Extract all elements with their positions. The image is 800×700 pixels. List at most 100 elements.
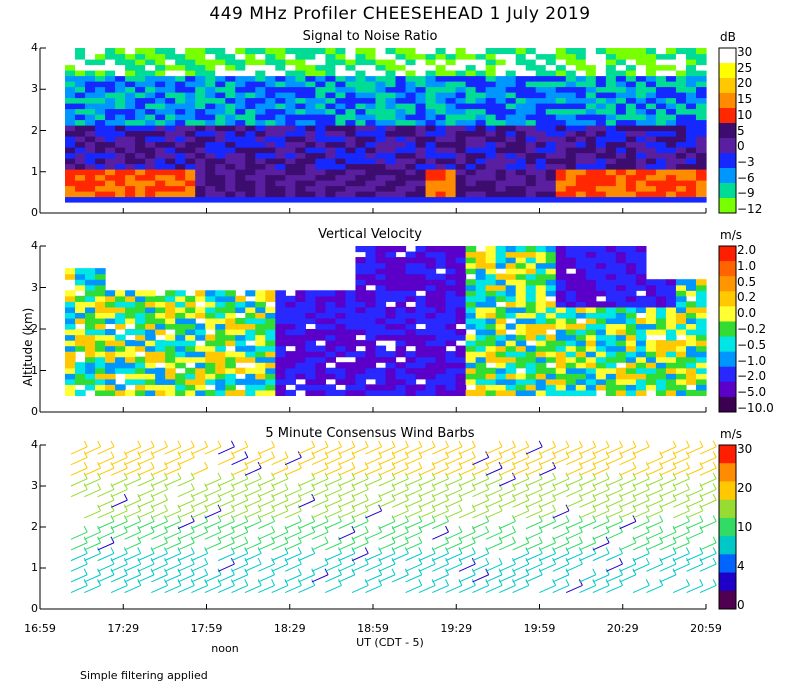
snr-cell — [105, 191, 116, 198]
snr-cell — [195, 125, 206, 132]
velocity-cell — [265, 323, 276, 330]
velocity-cell — [385, 290, 397, 297]
snr-cell — [235, 141, 246, 148]
velocity-cell — [465, 334, 477, 341]
snr-cell — [605, 86, 617, 93]
velocity-cell — [555, 251, 567, 258]
snr-cell — [535, 136, 547, 143]
wind-barb-flag — [378, 451, 383, 458]
snr-cell — [495, 125, 507, 132]
snr-cell — [575, 130, 587, 137]
velocity-cell — [515, 334, 527, 341]
snr-cell — [155, 163, 166, 170]
snr-cell — [465, 64, 477, 71]
velocity-cell — [505, 373, 517, 380]
velocity-cell — [245, 389, 256, 396]
snr-cell — [175, 169, 186, 176]
snr-cell — [235, 152, 246, 159]
wind-barb-flag — [404, 472, 409, 480]
velocity-cell — [85, 312, 96, 319]
wind-barb — [284, 552, 302, 562]
wind-barb — [592, 552, 610, 562]
velocity-cell — [595, 306, 607, 313]
velocity-cell — [575, 246, 587, 253]
velocity-cell — [275, 290, 286, 297]
snr-cell — [395, 130, 407, 137]
x-tick-label: 17:59 — [190, 622, 223, 635]
wind-barb — [659, 542, 677, 551]
snr-cell — [235, 185, 246, 192]
snr-cell — [75, 136, 86, 143]
wind-barb-flag — [190, 440, 195, 448]
snr-cell — [65, 64, 76, 71]
snr-cell — [175, 92, 186, 99]
velocity-cell — [65, 384, 76, 391]
wind-barb — [244, 552, 262, 562]
wind-barb-flag — [418, 483, 423, 490]
velocity-cell — [295, 290, 306, 297]
wind-barb-flag — [578, 451, 583, 458]
snr-cell — [605, 81, 617, 88]
wind-barb-flag — [257, 504, 262, 512]
snr-cell — [555, 103, 567, 110]
wind-barb — [619, 478, 637, 487]
velocity-cell — [585, 273, 597, 280]
x-tick-label: 16:59 — [24, 622, 56, 635]
velocity-cell — [65, 273, 76, 280]
snr-cell — [135, 75, 146, 82]
snr-cell — [635, 185, 647, 192]
wind-barb-flag — [230, 483, 235, 490]
snr-cell — [135, 70, 146, 77]
wind-barb — [378, 446, 396, 455]
velocity-cell — [185, 306, 196, 313]
velocity-cell — [85, 367, 96, 374]
snr-cell — [265, 158, 276, 165]
wind-barb-flag — [378, 493, 383, 501]
snr-cell — [425, 174, 437, 181]
wind-barb — [686, 467, 704, 476]
wind-barb — [177, 489, 195, 498]
velocity-cell — [485, 306, 497, 313]
snr-cell — [635, 136, 647, 143]
wind-barb-flag — [311, 472, 316, 480]
velocity-cell — [335, 362, 347, 369]
snr-cell — [625, 119, 637, 126]
snr-cell — [185, 196, 196, 203]
snr-cell — [65, 147, 76, 154]
snr-cell — [105, 92, 116, 99]
velocity-cell — [385, 312, 397, 319]
velocity-cell — [225, 367, 236, 374]
wind-barb-flag — [324, 440, 329, 448]
wind-barb — [391, 574, 409, 583]
snr-cell — [645, 185, 657, 192]
snr-cell — [685, 64, 697, 71]
snr-cell — [555, 130, 567, 137]
velocity-cell — [385, 356, 397, 363]
wind-barb-flag — [498, 440, 503, 448]
velocity-cell — [145, 306, 156, 313]
wind-barb — [97, 542, 115, 551]
snr-cell — [365, 125, 377, 132]
wind-barb — [525, 446, 543, 455]
snr-cell — [245, 169, 256, 176]
snr-cell — [535, 185, 547, 192]
velocity-cell — [135, 384, 146, 391]
wind-barb-flag — [177, 451, 182, 458]
velocity-cell — [215, 306, 226, 313]
velocity-cell — [165, 323, 176, 330]
wind-barb-flag — [190, 547, 195, 554]
wind-barb-flag — [351, 515, 356, 522]
velocity-cell — [565, 246, 577, 253]
wind-barb-flag — [498, 461, 503, 469]
velocity-cell — [495, 389, 507, 396]
velocity-cell — [625, 290, 637, 297]
snr-cell — [675, 196, 687, 203]
wind-barb — [445, 563, 463, 572]
snr-cell — [115, 174, 126, 181]
wind-barb — [499, 520, 516, 530]
snr-cell — [165, 125, 176, 132]
snr-cell — [75, 158, 86, 165]
velocity-cell — [535, 295, 547, 302]
velocity-cell — [165, 356, 176, 363]
wind-barb-flag — [190, 579, 195, 586]
